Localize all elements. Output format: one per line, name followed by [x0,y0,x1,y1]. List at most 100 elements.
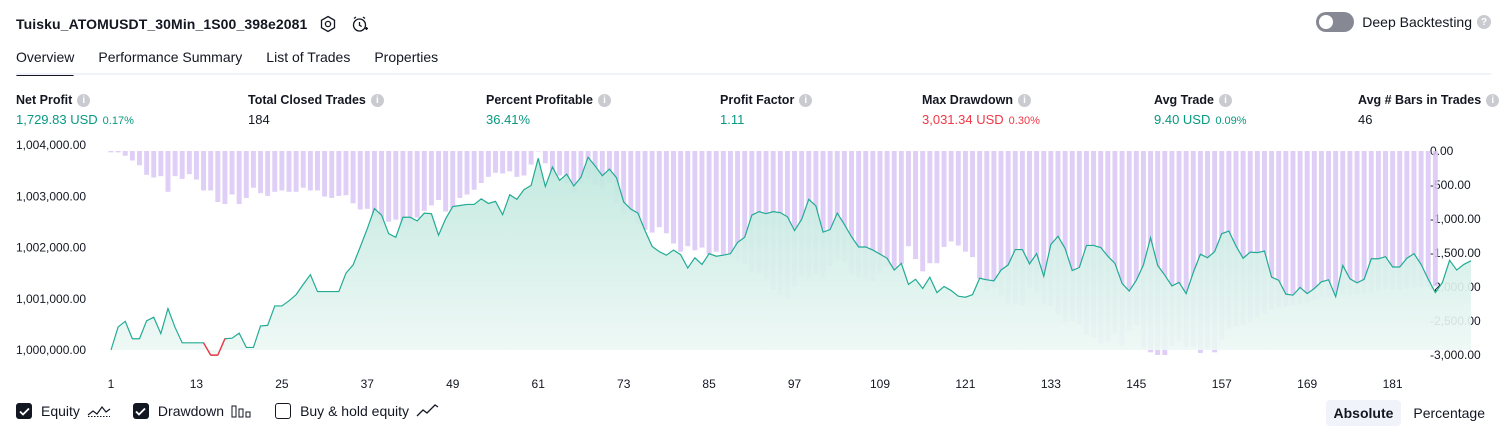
metric-profit-factor: Profit Factor i 1.11 [720,93,813,127]
drawdown-bar [535,151,541,152]
drawdown-bar [927,151,933,264]
tab-properties[interactable]: Properties [374,49,439,65]
checkbox-unchecked[interactable] [275,403,292,419]
drawdown-bar [1133,151,1139,326]
x-axis-label: 133 [1041,377,1061,391]
info-icon[interactable]: i [1218,93,1232,107]
drawdown-bar [635,151,641,224]
drawdown-bar [122,151,128,156]
drawdown-bar [250,151,256,188]
chart-legend: Equity Drawdown Buy & hold equity [16,403,462,419]
x-axis-label: 49 [446,377,460,391]
drawdown-bar [215,151,221,202]
tab-list-of-trades[interactable]: List of Trades [266,49,351,65]
drawdown-bar [485,151,491,177]
drawdown-bar [977,151,983,279]
legend-drawdown[interactable]: Drawdown [132,403,253,419]
drawdown-bar [1411,151,1417,288]
drawdown-bar [243,151,249,198]
left-axis-label: 1,004,000.00 [16,138,86,152]
metric-value: 184 [248,112,270,127]
drawdown-bar [265,151,271,196]
metric-max-drawdown: Max Drawdown i 3,031.34 USD 0.30% [922,93,1040,127]
drawdown-bar [742,151,748,264]
view-mode-switch: Absolute Percentage [1322,400,1494,426]
metric-percent: 0.30% [1008,115,1040,127]
info-icon[interactable]: i [1018,93,1031,107]
info-icon[interactable]: i [1486,93,1500,107]
drawdown-bar [984,151,990,292]
drawdown-bar [663,151,669,234]
drawdown-bar [293,151,299,192]
tab-overview[interactable]: Overview [16,44,75,76]
drawdown-bar [628,151,634,213]
drawdown-bar [364,151,370,209]
drawdown-bar [856,151,862,278]
info-icon[interactable]: i [597,93,611,107]
drawdown-bar [849,151,854,275]
right-axis-label: -3,000.00 [1430,348,1481,362]
drawdown-bar [1233,151,1239,327]
drawdown-bar [1140,151,1146,349]
drawdown-bar [656,151,662,228]
x-axis-label: 145 [1126,377,1146,391]
drawdown-bar [478,151,484,183]
drawdown-bar [599,151,605,190]
equity-area [111,157,1471,356]
legend-equity[interactable]: Equity [16,403,111,419]
checkbox-checked[interactable] [16,403,32,419]
drawdown-bar [1326,151,1332,298]
drawdown-bar [550,151,555,177]
drawdown-bar [201,151,207,191]
info-icon[interactable]: i [799,93,813,107]
drawdown-bar [1297,151,1303,305]
drawdown-bar [1041,151,1047,304]
deep-backtesting-toggle[interactable] [1316,12,1355,32]
drawdown-bar [129,151,135,161]
x-axis-label: 169 [1297,377,1317,391]
equity-drawdown-chart[interactable]: 1,004,000.00 1,003,000.00 1,002,000.00 1,00… [0,138,1507,396]
drawdown-bar [1432,151,1438,287]
drawdown-bar [1390,151,1396,290]
drawdown-bar [649,151,655,233]
drawdown-bar [1197,151,1203,353]
drawdown-bar [1383,151,1388,290]
tab-performance-summary[interactable]: Performance Summary [98,49,243,65]
left-axis-label: 1,000,000.00 [16,343,86,357]
help-icon[interactable]: ? [1477,15,1491,29]
info-icon[interactable]: i [370,93,384,107]
deep-backtesting-label: Deep Backtesting [1362,14,1472,30]
drawdown-bar [1162,151,1168,355]
drawdown-bar [115,151,121,153]
drawdown-bar [1119,151,1125,346]
info-icon[interactable]: i [77,93,91,107]
drawdown-bar [891,151,897,270]
drawdown-bar [179,151,185,179]
metric-value: 3,031.34 USD [922,112,1004,127]
drawdown-bar [713,151,719,252]
drawdown-bar [450,151,456,209]
drawdown-bar [279,151,285,191]
legend-label: Buy & hold equity [300,403,410,419]
checkbox-checked[interactable] [132,403,149,419]
drawdown-bar [1304,151,1310,303]
drawdown-bar [258,151,263,194]
drawdown-bar [735,151,741,260]
metric-total-closed-trades: Total Closed Trades i 184 [248,93,384,127]
mode-percentage[interactable]: Percentage [1413,405,1485,421]
drawdown-bar [1333,151,1339,296]
metric-value: 36.41% [486,112,531,127]
drawdown-bar [386,151,392,222]
alert-clock-icon[interactable] [349,13,371,35]
drawdown-bar [407,151,413,225]
drawdown-bar [1183,151,1189,347]
equity-line [110,156,1472,356]
mode-absolute[interactable]: Absolute [1325,400,1402,426]
drawdown-bar [991,151,997,288]
settings-icon[interactable] [317,13,339,35]
drawdown-bar [998,151,1004,296]
drawdown-bar [222,151,228,205]
drawdown-bar [841,151,847,262]
legend-buy-hold-equity[interactable]: Buy & hold equity [275,403,440,419]
deep-backtesting-control: Deep Backtesting ? [1316,12,1491,32]
